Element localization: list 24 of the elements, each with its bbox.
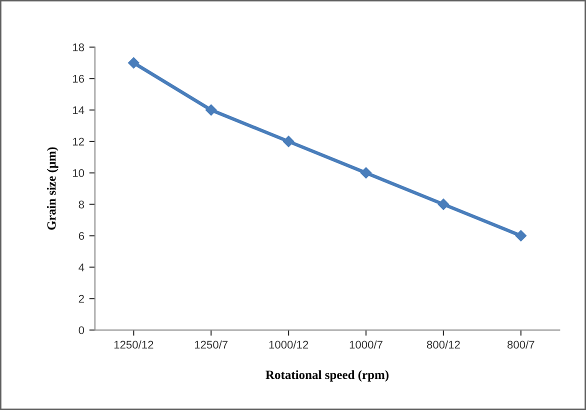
y-tick-label: 6	[78, 232, 84, 240]
x-tick-label: 1000/7	[350, 340, 382, 349]
y-tick-label: 0	[78, 326, 84, 334]
point	[515, 230, 527, 242]
x-tick-label: 800/7	[507, 340, 534, 349]
y-tick-label: 18	[73, 43, 84, 52]
x-tick-label: 1250/12	[114, 340, 154, 349]
y-tick-label: 16	[73, 74, 84, 83]
x-axis-title: Rotational speed (rpm)	[266, 370, 389, 382]
y-tick-label: 12	[73, 138, 84, 146]
y-tick-label: 8	[78, 200, 84, 208]
x-tick-label: 1250/7	[194, 340, 228, 349]
y-tick-label: 14	[73, 106, 84, 114]
x-tick-label: 800/12	[426, 340, 460, 349]
y-tick-label: 10	[73, 169, 84, 178]
x-tick-label: 1000/12	[269, 340, 308, 349]
y-axis-title: Grain size (µm)	[46, 147, 58, 230]
point	[360, 167, 372, 178]
point	[438, 198, 450, 210]
point	[282, 136, 294, 148]
y-tick-label: 2	[78, 294, 84, 303]
point	[206, 104, 217, 116]
point	[128, 57, 140, 68]
y-tick-label: 4	[78, 264, 84, 272]
